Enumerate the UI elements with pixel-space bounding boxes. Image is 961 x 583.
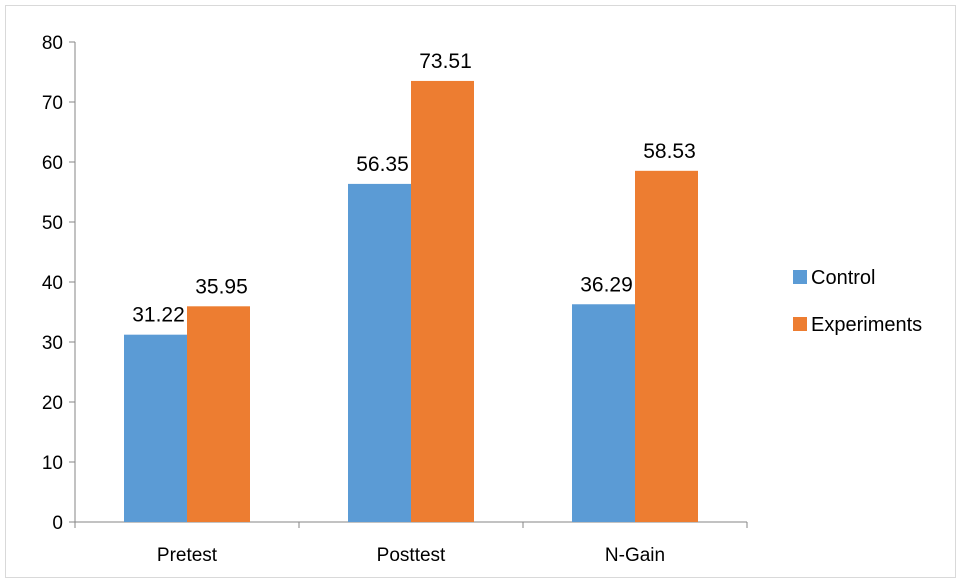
x-category-label: Pretest xyxy=(157,545,218,566)
y-tick-label: 30 xyxy=(42,333,63,354)
y-axis: 0 10 20 30 40 50 60 70 80 xyxy=(42,33,76,534)
legend-label-control: Control xyxy=(811,267,875,289)
bar-control xyxy=(572,304,635,522)
y-tick-label: 60 xyxy=(42,153,63,174)
bars xyxy=(124,80,698,522)
bar-experiments xyxy=(187,306,250,522)
data-label: 36.29 xyxy=(580,273,633,296)
x-axis: Pretest Posttest N-Gain xyxy=(74,521,748,566)
legend-swatch-experiments xyxy=(793,317,807,331)
bar-experiments xyxy=(411,80,474,522)
legend-label-experiments: Experiments xyxy=(811,314,922,336)
bar-experiments xyxy=(635,170,698,522)
y-tick-label: 20 xyxy=(42,393,63,414)
data-label: 58.53 xyxy=(643,140,696,163)
data-label: 73.51 xyxy=(419,50,472,73)
y-tick-label: 0 xyxy=(52,513,63,534)
y-tick-label: 40 xyxy=(42,273,63,294)
y-tick-label: 10 xyxy=(42,453,63,474)
y-tick-label: 80 xyxy=(42,33,63,54)
data-label: 31.22 xyxy=(132,304,185,327)
legend-swatch-control xyxy=(793,270,807,284)
x-category-label: Posttest xyxy=(377,545,446,566)
data-labels: 31.22 35.95 56.35 73.51 36.29 58.53 xyxy=(132,50,696,327)
bar-control xyxy=(348,183,411,522)
x-category-label: N-Gain xyxy=(605,545,665,566)
data-label: 56.35 xyxy=(356,153,409,176)
data-label: 35.95 xyxy=(195,275,248,298)
y-tick-label: 70 xyxy=(42,93,63,114)
y-tick-label: 50 xyxy=(42,213,63,234)
bar-control xyxy=(124,334,187,522)
legend: Control Experiments xyxy=(793,267,922,336)
